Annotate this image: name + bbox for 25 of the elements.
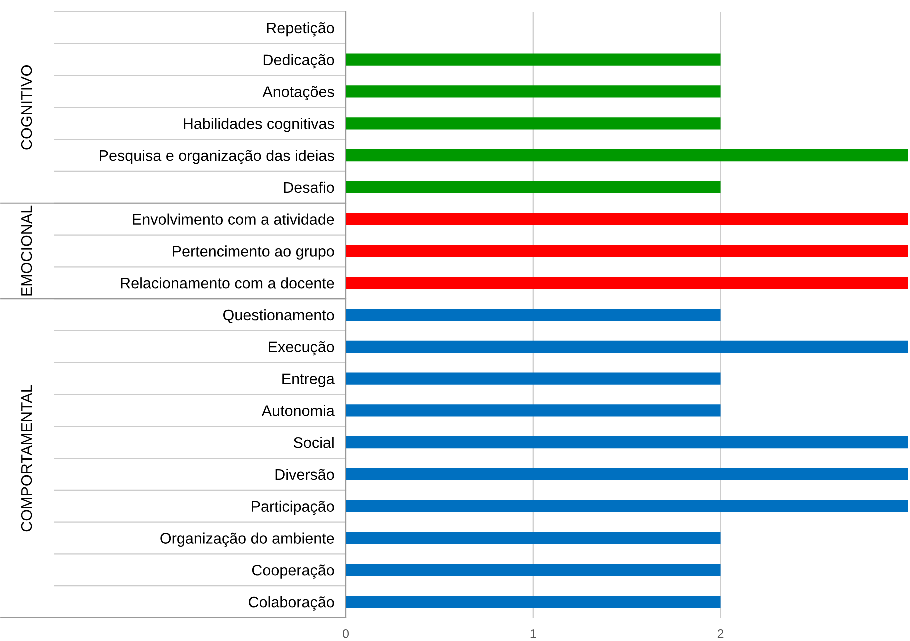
y-tick-label: Execução	[269, 341, 334, 356]
y-tick-label: Colaboração	[249, 596, 334, 611]
text: COMPORTAMENTAL	[21, 385, 32, 532]
y-tick-label: Entrega	[282, 374, 335, 388]
y-tick-label: Anotações	[262, 86, 334, 100]
y-tick-label: Participação	[252, 500, 334, 516]
x-tick-label: 2	[718, 629, 724, 638]
y-tick-label: Habilidades cognitivas	[184, 118, 334, 132]
y-tick-label: Questionamento	[224, 309, 334, 324]
y-tick-label: Diversão	[276, 468, 334, 480]
text: EMOCIONAL	[21, 206, 32, 296]
y-tick-label: Cooperação	[252, 564, 334, 579]
x-tick-label: 0	[343, 629, 349, 638]
y-tick-label: Repetição	[267, 22, 334, 37]
y-tick-label: Relacionamento com a docente	[121, 278, 334, 289]
text: COGNITIVO	[21, 66, 32, 150]
y-tick-label: Pesquisa e organização das ideias	[100, 150, 334, 164]
y-tick-label: Autonomia	[262, 405, 335, 416]
y-tick-label: Desafio	[284, 182, 334, 194]
y-tick-label: Pertencimento ao grupo	[173, 246, 334, 260]
y-tick-label: Envolvimento com a atividade	[133, 214, 334, 225]
y-tick-label: Dedicação	[264, 54, 334, 69]
y-tick-label: Organização do ambiente	[160, 532, 334, 548]
x-tick-label: 1	[530, 630, 536, 638]
y-tick-label: Social	[294, 437, 334, 448]
